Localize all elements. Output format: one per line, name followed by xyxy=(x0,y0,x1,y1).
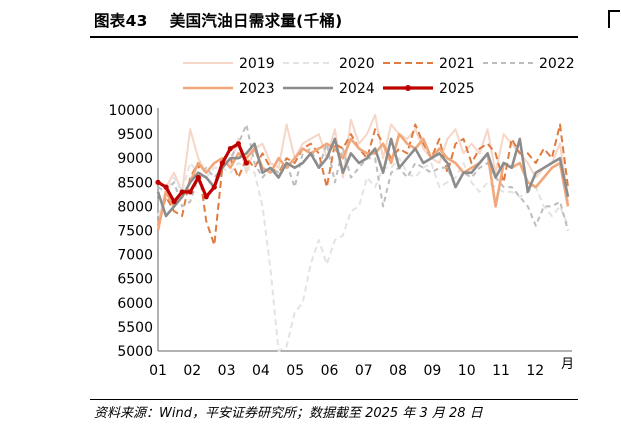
legend-label-2022: 2022 xyxy=(539,56,575,72)
y-tick-label: 9500 xyxy=(117,127,153,143)
series-line-2024 xyxy=(156,137,570,218)
y-tick-label: 8000 xyxy=(117,199,153,215)
point-2025 xyxy=(219,160,225,166)
legend-label-2023: 2023 xyxy=(239,81,275,97)
figure-number: 图表43 xyxy=(94,12,148,30)
legend-label-2024: 2024 xyxy=(339,81,375,97)
point-2025 xyxy=(243,160,250,166)
x-tick-label: 09 xyxy=(423,363,441,379)
top-rule xyxy=(90,36,578,38)
point-2025 xyxy=(163,184,169,190)
series-line-2023 xyxy=(156,132,570,231)
legend-marker-2025 xyxy=(405,85,411,91)
edge-bracket xyxy=(608,10,620,28)
y-tick-label: 7000 xyxy=(117,248,153,264)
point-2025 xyxy=(171,198,177,205)
point-2025 xyxy=(203,194,209,200)
x-tick-label: 03 xyxy=(218,363,236,379)
figure-title: 图表43 美国汽油日需求量(千桶) xyxy=(94,9,343,31)
point-2025 xyxy=(211,184,217,190)
series-line-2019 xyxy=(157,113,569,226)
legend-label-2019: 2019 xyxy=(239,56,275,72)
legend-label-2020: 2020 xyxy=(339,56,375,72)
figure-caption: 美国汽油日需求量(千桶) xyxy=(169,12,343,30)
legend-label-2025: 2025 xyxy=(439,81,475,97)
point-2025 xyxy=(195,174,201,181)
x-tick-label: 08 xyxy=(389,363,407,379)
point-2025 xyxy=(235,141,241,147)
x-tick-label: 01 xyxy=(149,363,167,379)
y-tick-label: 10000 xyxy=(108,103,153,119)
legend-label-2021: 2021 xyxy=(439,56,475,72)
x-tick-label: 05 xyxy=(286,363,304,379)
series-line-2021 xyxy=(157,123,569,246)
x-tick-label: 10 xyxy=(458,363,476,379)
point-2025 xyxy=(187,189,193,195)
x-axis-unit-label: 月 xyxy=(561,357,574,372)
legend: 2019 2020 2021 2022 2023 2024 2025 xyxy=(183,56,575,97)
y-tick-label: 6500 xyxy=(117,272,153,288)
x-axis-ticks: 01 02 03 04 05 06 07 08 09 10 11 12 月 xyxy=(149,357,574,379)
y-tick-label: 5000 xyxy=(117,344,153,360)
y-axis-ticks: 5000 5500 6000 6500 7000 7500 8000 8500 9000 9500… xyxy=(108,103,153,360)
series-lines xyxy=(155,113,570,352)
x-tick-label: 11 xyxy=(492,363,510,379)
source-note: 资料来源：Wind，平安证券研究所；数据截至 2025 年 3 月 28 日 xyxy=(94,406,483,421)
bottom-rule xyxy=(90,399,578,400)
x-tick-label: 06 xyxy=(321,363,339,379)
point-2025 xyxy=(155,179,161,185)
point-2025 xyxy=(179,189,185,195)
y-tick-label: 8500 xyxy=(117,175,153,191)
y-tick-label: 9000 xyxy=(117,151,153,167)
y-tick-label: 5500 xyxy=(117,320,153,336)
x-tick-label: 07 xyxy=(355,363,373,379)
x-tick-label: 04 xyxy=(252,363,270,379)
point-2025 xyxy=(227,145,233,152)
x-tick-label: 02 xyxy=(183,363,201,379)
y-tick-label: 7500 xyxy=(117,224,153,240)
y-tick-label: 6000 xyxy=(117,296,153,312)
x-tick-label: 12 xyxy=(526,363,544,379)
